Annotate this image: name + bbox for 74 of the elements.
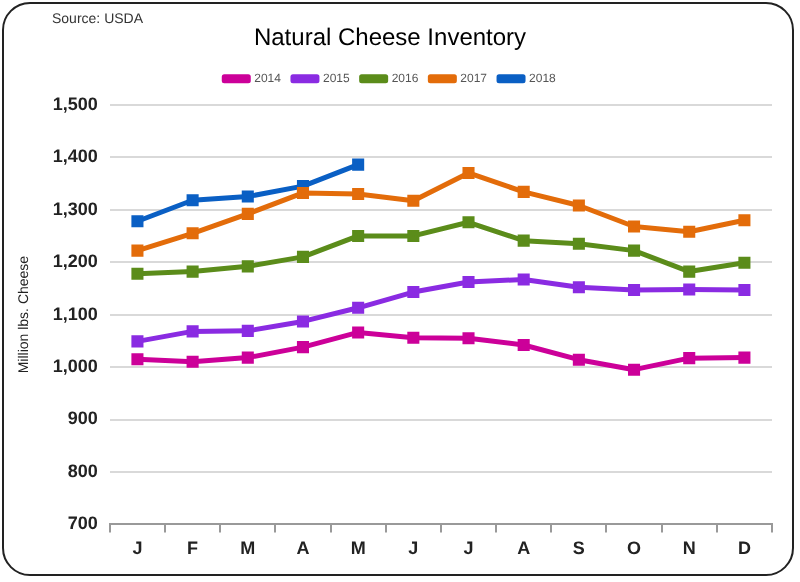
x-tick-label: N [682, 538, 696, 559]
x-tick-label: M [240, 538, 256, 559]
point [131, 215, 144, 228]
point [462, 216, 475, 229]
point [517, 273, 530, 286]
y-tick-label: 1,000 [52, 356, 98, 377]
point [407, 331, 420, 344]
point [131, 244, 144, 257]
point [186, 355, 199, 368]
point [683, 265, 696, 278]
point [352, 229, 365, 242]
point [352, 326, 365, 339]
y-tick-label: 1,300 [52, 198, 98, 219]
point [131, 353, 144, 366]
point [407, 194, 420, 207]
point [407, 229, 420, 242]
y-tick-label: 1,400 [52, 146, 98, 167]
point [683, 352, 696, 365]
point [296, 186, 310, 199]
y-tick-label: 1,200 [52, 251, 98, 272]
x-tick-label: D [737, 538, 752, 559]
y-tick-label: 1,500 [52, 93, 98, 114]
x-tick-label: S [572, 538, 585, 559]
point [738, 214, 751, 227]
point [738, 256, 751, 269]
point [572, 237, 585, 250]
point [683, 283, 696, 296]
x-tick-label: A [296, 538, 311, 559]
point [572, 281, 585, 294]
x-tick-label: J [408, 538, 419, 559]
point [186, 265, 199, 278]
x-tick-label: M [350, 538, 366, 559]
chart-title: Natural Cheese Inventory [253, 23, 527, 52]
point [352, 187, 365, 200]
point [241, 190, 254, 203]
y-tick-label: 900 [67, 408, 98, 429]
point [462, 276, 475, 289]
point [131, 267, 144, 280]
point [517, 234, 530, 247]
point [628, 363, 641, 376]
x-tick-label: J [463, 538, 474, 559]
point [131, 335, 144, 348]
point [517, 185, 530, 198]
point [628, 220, 641, 233]
x-tick-label: A [517, 538, 532, 559]
point [683, 225, 696, 238]
point [241, 260, 254, 273]
point [352, 301, 365, 314]
y-tick-label: 1,100 [52, 303, 98, 324]
point [572, 353, 585, 366]
point [572, 199, 585, 212]
point [462, 166, 475, 180]
point [241, 207, 254, 220]
point [296, 250, 310, 263]
point [517, 338, 530, 352]
point [407, 286, 420, 299]
point [296, 341, 310, 354]
point [241, 351, 254, 364]
x-tick-label: F [187, 538, 200, 559]
y-tick-label: 700 [67, 513, 98, 534]
point [462, 332, 475, 345]
point [352, 158, 365, 171]
point [738, 283, 751, 296]
point [186, 194, 199, 207]
x-tick-label: O [627, 538, 642, 559]
x-tick-label: J [132, 538, 143, 559]
point [296, 315, 310, 328]
point [241, 324, 254, 337]
point [186, 227, 199, 240]
point [628, 244, 641, 257]
point [628, 283, 641, 296]
point [186, 325, 199, 338]
point [738, 351, 751, 364]
y-tick-label: 800 [67, 460, 98, 481]
